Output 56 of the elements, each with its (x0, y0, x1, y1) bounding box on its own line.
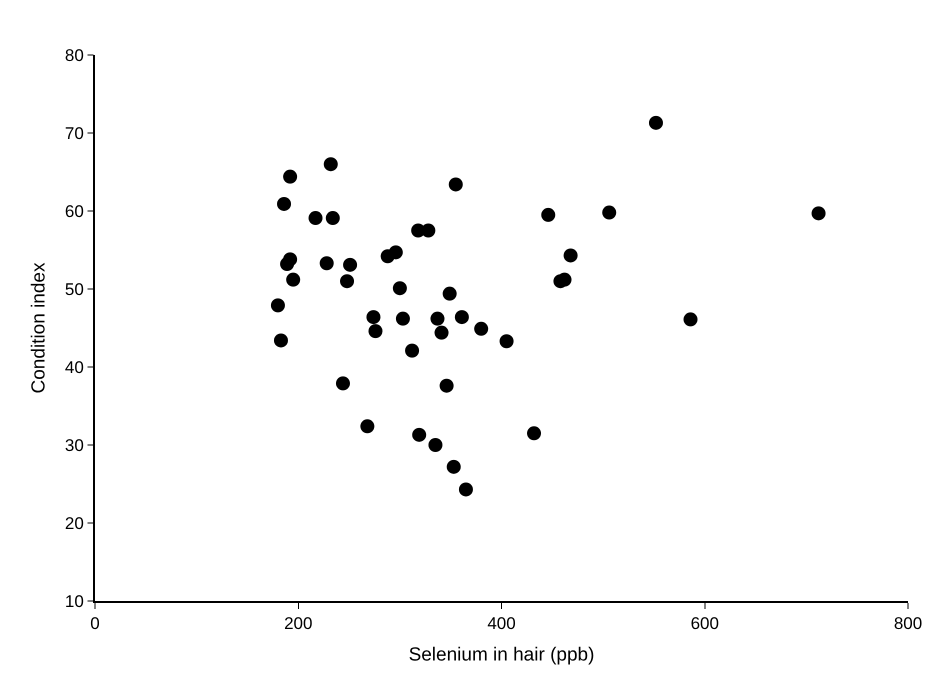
y-tick-label: 70 (64, 124, 84, 143)
point (564, 248, 578, 262)
point (454, 310, 469, 324)
point (442, 286, 457, 301)
point (343, 258, 358, 272)
x-tick-label: 600 (690, 614, 719, 634)
point (448, 177, 463, 192)
y-tick-label: 40 (64, 358, 84, 377)
y-tick-label: 60 (64, 202, 84, 221)
point (558, 272, 572, 287)
point (458, 482, 473, 496)
y-tick-label: 10 (64, 592, 84, 611)
point (324, 157, 338, 172)
point (412, 428, 426, 442)
point (336, 376, 350, 390)
point (812, 206, 826, 220)
y-tick-label: 20 (64, 514, 84, 533)
point (446, 460, 461, 474)
point (308, 211, 323, 226)
x-tick-label: 0 (90, 614, 100, 634)
x-tick-label: 400 (487, 614, 516, 634)
point (421, 224, 436, 238)
point (527, 426, 542, 440)
point (388, 245, 403, 260)
point (541, 208, 556, 222)
point (283, 170, 298, 184)
point (280, 257, 294, 272)
x-axis-title: Selenium in hair (ppb) (408, 644, 594, 666)
point (340, 274, 354, 288)
point (360, 419, 374, 434)
y-tick-label: 30 (64, 436, 84, 455)
y-tick-label: 80 (64, 46, 84, 65)
point (396, 312, 410, 326)
point (405, 344, 420, 358)
x-tick-label: 200 (284, 614, 312, 634)
point (500, 334, 514, 348)
point (430, 312, 444, 326)
point (368, 324, 382, 338)
point (270, 298, 285, 312)
y-axis-title: Condition index (28, 262, 50, 394)
point (684, 312, 698, 326)
point (366, 310, 380, 324)
point (320, 256, 334, 270)
point (392, 281, 407, 296)
point (277, 196, 292, 211)
point (602, 206, 616, 220)
x-tick-label: 800 (894, 614, 922, 634)
point (286, 272, 300, 287)
point (274, 333, 288, 348)
point (440, 378, 454, 393)
point (648, 116, 663, 130)
point (434, 326, 449, 340)
point (326, 211, 340, 226)
y-tick-label: 50 (64, 280, 84, 299)
point (428, 438, 442, 452)
point (474, 322, 488, 336)
